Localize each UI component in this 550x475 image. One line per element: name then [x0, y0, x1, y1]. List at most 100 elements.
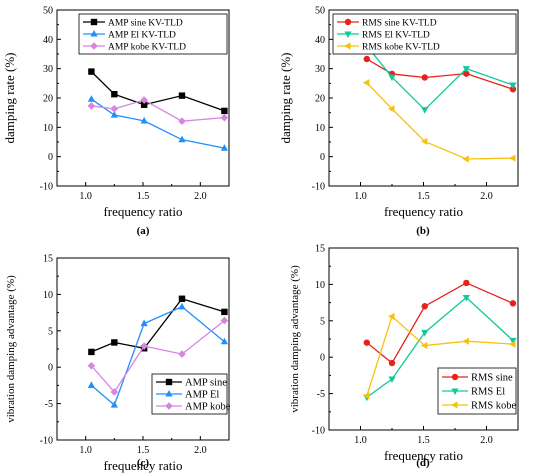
legend-marker: [165, 378, 173, 386]
data-point: [363, 339, 370, 346]
data-point: [220, 113, 229, 122]
legend-marker: [451, 373, 459, 381]
legend-marker: [90, 42, 98, 50]
series-rms-sine: [363, 279, 517, 367]
data-point: [421, 107, 429, 114]
x-tick-label: 1.0: [354, 191, 367, 202]
x-axis-title: frequency ratio: [103, 204, 182, 219]
data-point: [140, 96, 148, 104]
x-tick-label: 1.0: [79, 191, 92, 202]
data-point: [87, 361, 96, 370]
data-point: [462, 155, 469, 163]
data-point: [463, 279, 470, 287]
data-point: [110, 105, 119, 113]
data-point: [140, 101, 148, 108]
legend-label: AMP kobe KV-TLD: [108, 43, 186, 53]
series-amp-kobe: [87, 316, 229, 396]
y-tick-label: 20: [315, 94, 325, 105]
series-amp-kobe-kv-tld: [87, 96, 229, 125]
y-tick-label: -10: [40, 436, 53, 447]
chart-panel-a: -10 0 10 20 30 40 50 1.0 1.5 2.0 frequency ratio da…: [2, 6, 230, 237]
y-tick-label: 40: [315, 35, 325, 46]
y-tick-label: 50: [315, 6, 325, 17]
series-amp-el: [87, 302, 229, 408]
y-tick-label: 10: [43, 123, 53, 134]
legend-label: AMP sine KV-TLD: [108, 19, 183, 29]
series-line: [366, 282, 514, 365]
data-point: [220, 144, 229, 151]
y-tick-label: -10: [312, 426, 325, 437]
data-point: [462, 294, 470, 302]
y-tick-label: 5: [320, 316, 325, 327]
data-point: [421, 74, 428, 81]
data-point: [421, 329, 429, 337]
data-point: [388, 359, 396, 367]
panel-caption: (a): [137, 225, 150, 237]
series-line: [366, 45, 514, 111]
x-tick-label: 1.5: [417, 191, 430, 202]
series-amp-sine: [88, 295, 228, 356]
data-point: [178, 92, 186, 99]
x-tick-label: 1.0: [354, 435, 367, 446]
legend-marker: [451, 401, 458, 409]
data-point: [388, 312, 395, 321]
legend-label: AMP El: [185, 390, 219, 401]
series-line: [91, 98, 225, 149]
y-axis-title: damping rate (%): [2, 53, 17, 144]
x-tick-label: 2.0: [194, 191, 207, 202]
x-axis-title: frequency ratio: [103, 458, 182, 473]
x-tick-label: 1.5: [137, 445, 150, 456]
data-point: [220, 316, 229, 325]
data-point: [388, 376, 396, 384]
data-point: [388, 74, 396, 82]
y-tick-label: 15: [315, 244, 325, 255]
y-axis-title: vibration damping advantage (%): [5, 275, 17, 423]
legend-label: RMS sine: [471, 373, 513, 384]
legend-label: RMS El KV-TLD: [362, 31, 430, 41]
y-tick-label: 0: [48, 152, 53, 163]
data-point: [363, 55, 370, 63]
chart-panel-d: -10 -5 0 5 10 15 1.0 1.5 2.0 frequency ratio vibra…: [289, 244, 519, 469]
y-tick-label: 40: [43, 35, 53, 46]
data-point: [509, 86, 517, 93]
data-point: [110, 388, 119, 396]
data-point: [140, 116, 148, 124]
y-tick-label: 15: [43, 254, 53, 265]
series-rms-sine-kv-tld: [363, 55, 517, 93]
y-tick-label: 10: [43, 290, 53, 301]
data-point: [420, 137, 428, 146]
legend-label: RMS kobe: [471, 401, 517, 412]
legend-marker: [344, 18, 352, 26]
y-tick-label: -10: [40, 182, 53, 193]
data-point: [462, 66, 470, 73]
panel-caption: (d): [416, 457, 430, 469]
legend-label: RMS El: [471, 387, 505, 398]
legend-marker: [344, 31, 352, 38]
data-point: [362, 392, 370, 400]
data-point: [140, 342, 148, 350]
data-point: [362, 79, 370, 87]
data-point: [178, 350, 186, 358]
data-point: [463, 70, 470, 77]
legend-box: [332, 13, 517, 55]
y-tick-label: 30: [315, 64, 325, 75]
legend-box: [78, 13, 228, 55]
panel-caption: (b): [416, 225, 430, 237]
data-point: [178, 295, 186, 302]
y-tick-label: 5: [48, 326, 53, 337]
y-tick-label: -5: [317, 389, 325, 400]
data-point: [508, 154, 516, 162]
data-point: [220, 337, 229, 345]
x-axis-title: frequency ratio: [384, 204, 463, 219]
data-point: [509, 337, 517, 345]
data-point: [508, 340, 516, 348]
series-amp-sine-kv-tld: [88, 68, 228, 115]
data-point: [140, 319, 148, 327]
data-point: [509, 82, 517, 90]
legend-marker: [165, 390, 173, 397]
data-point: [111, 339, 118, 346]
series-rms-kobe-kv-tld: [362, 79, 516, 163]
x-tick-label: 2.0: [480, 435, 493, 446]
data-point: [178, 135, 186, 143]
